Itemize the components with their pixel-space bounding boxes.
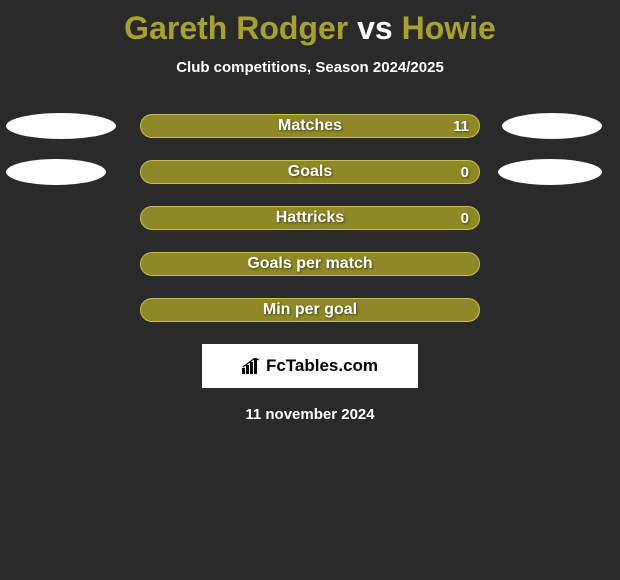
ellipse-decoration [6, 113, 116, 139]
subtitle: Club competitions, Season 2024/2025 [176, 59, 444, 76]
stat-label: Matches [141, 117, 479, 135]
ellipse-decoration [6, 159, 106, 185]
date-text: 11 november 2024 [245, 406, 374, 423]
page-title: Gareth Rodger vs Howie [124, 10, 496, 47]
stat-label: Goals [141, 163, 479, 181]
logo-text: FcTables.com [266, 356, 378, 376]
stat-bar: Min per goal [140, 298, 480, 322]
stat-value: 0 [461, 210, 469, 227]
stat-value: 11 [453, 118, 469, 135]
ellipse-decoration [498, 159, 602, 185]
stat-label: Goals per match [141, 255, 479, 273]
ellipse-decoration [502, 113, 602, 139]
bar-chart-icon [242, 358, 262, 374]
stat-bar: Matches11 [140, 114, 480, 138]
logo: FcTables.com [242, 356, 378, 376]
stat-row: Min per goal [0, 298, 620, 322]
stat-row: Matches11 [0, 114, 620, 138]
stat-bar: Hattricks0 [140, 206, 480, 230]
stat-bar: Goals per match [140, 252, 480, 276]
stat-row: Goals per match [0, 252, 620, 276]
stat-value: 0 [461, 164, 469, 181]
stat-label: Hattricks [141, 209, 479, 227]
stat-label: Min per goal [141, 301, 479, 319]
player2-name: Howie [402, 10, 496, 46]
stat-bar: Goals0 [140, 160, 480, 184]
comparison-infographic: Gareth Rodger vs Howie Club competitions… [0, 0, 620, 423]
stat-row: Hattricks0 [0, 206, 620, 230]
player1-name: Gareth Rodger [124, 10, 348, 46]
logo-box: FcTables.com [202, 344, 418, 388]
vs-text: vs [348, 10, 401, 46]
stat-row: Goals0 [0, 160, 620, 184]
stat-rows: Matches11Goals0Hattricks0Goals per match… [0, 114, 620, 322]
